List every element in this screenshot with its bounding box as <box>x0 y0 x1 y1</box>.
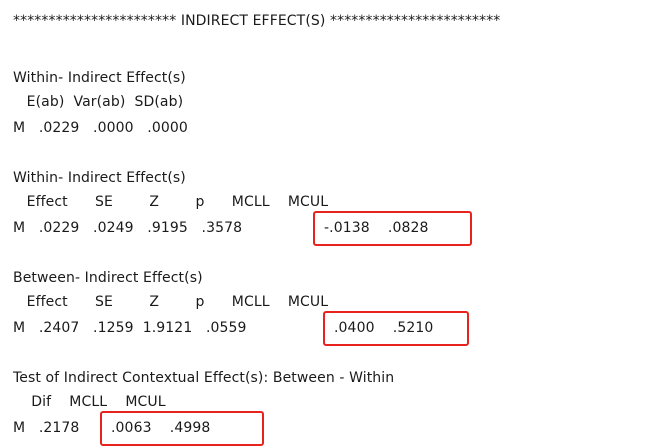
between-ci-title: Between- Indirect Effect(s) <box>13 270 203 286</box>
contextual-columns: Dif MCLL MCUL <box>13 394 166 410</box>
within-ci-columns: Effect SE Z p MCLL MCUL <box>13 194 329 210</box>
within-ci-interval: -.0138 .0828 <box>324 220 429 236</box>
contextual-interval: .0063 .4998 <box>111 420 211 436</box>
between-ci-row: M .2407 .1259 1.9121 .0559 <box>13 320 247 336</box>
within-ci-highlight <box>313 211 472 246</box>
contextual-title: Test of Indirect Contextual Effect(s): B… <box>13 370 395 386</box>
between-ci-interval: .0400 .5210 <box>334 320 434 336</box>
contextual-row: M .2178 <box>13 420 80 436</box>
contextual-highlight <box>100 411 264 446</box>
within-variance-row: M .0229 .0000 .0000 <box>13 120 188 136</box>
within-ci-row: M .0229 .0249 .9195 .3578 <box>13 220 243 236</box>
within-ci-title: Within- Indirect Effect(s) <box>13 170 186 186</box>
within-variance-title: Within- Indirect Effect(s) <box>13 70 186 86</box>
within-variance-columns: E(ab) Var(ab) SD(ab) <box>13 94 184 110</box>
between-ci-highlight <box>323 311 469 346</box>
between-ci-columns: Effect SE Z p MCLL MCUL <box>13 294 329 310</box>
indirect-effects-header: *********************** INDIRECT EFFECT(… <box>13 13 501 29</box>
